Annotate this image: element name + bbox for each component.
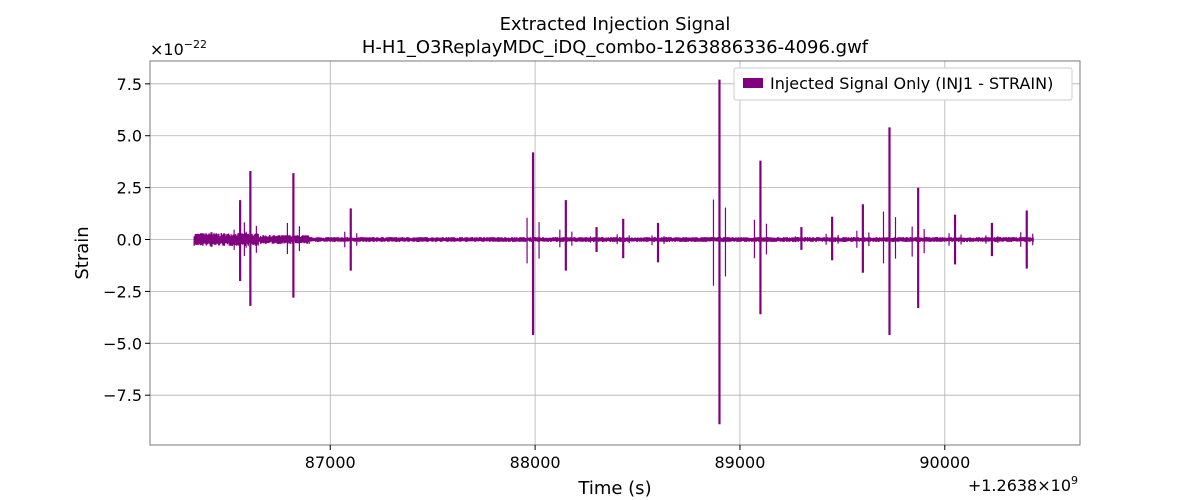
x-axis-label: Time (s) [577,478,651,499]
x-tick-label: 89000 [715,453,766,472]
y-tick-label: 7.5 [117,75,142,94]
legend-box [733,67,1073,101]
y-exponent-base: ×10 [150,40,184,59]
y-exponent: ×10−22 [150,38,207,59]
x-tick-label: 90000 [919,453,970,472]
y-tick-label: −7.5 [103,386,142,405]
legend-label: Injected Signal Only (INJ1 - STRAIN) [770,74,1053,93]
chart-subtitle: H-H1_O3ReplayMDC_iDQ_combo-1263886336-40… [362,37,869,58]
x-offset-power: 9 [1071,474,1078,487]
x-tick-label: 88000 [510,453,561,472]
y-tick-label: −5.0 [103,334,142,353]
y-exponent-power: −22 [184,38,207,51]
plot-area [193,79,1034,425]
legend: Injected Signal Only (INJ1 - STRAIN) [733,67,1073,101]
x-offset-base: +1.2638×10 [968,476,1071,495]
y-axis: −7.5 −5.0 −2.5 0.0 2.5 5.0 7.5 [103,75,150,405]
chart-title: Extracted Injection Signal [500,14,731,35]
y-tick-label: 5.0 [117,127,142,146]
x-tick-label: 87000 [305,453,356,472]
y-tick-label: 0.0 [117,231,142,250]
legend-swatch [743,78,763,88]
x-offset: +1.2638×109 [968,474,1078,495]
y-tick-label: 2.5 [117,179,142,198]
axes-frame [149,60,1081,446]
x-axis: 87000 88000 89000 90000 [305,445,970,472]
y-axis-label: Strain [72,226,93,279]
y-tick-label: −2.5 [103,282,142,301]
